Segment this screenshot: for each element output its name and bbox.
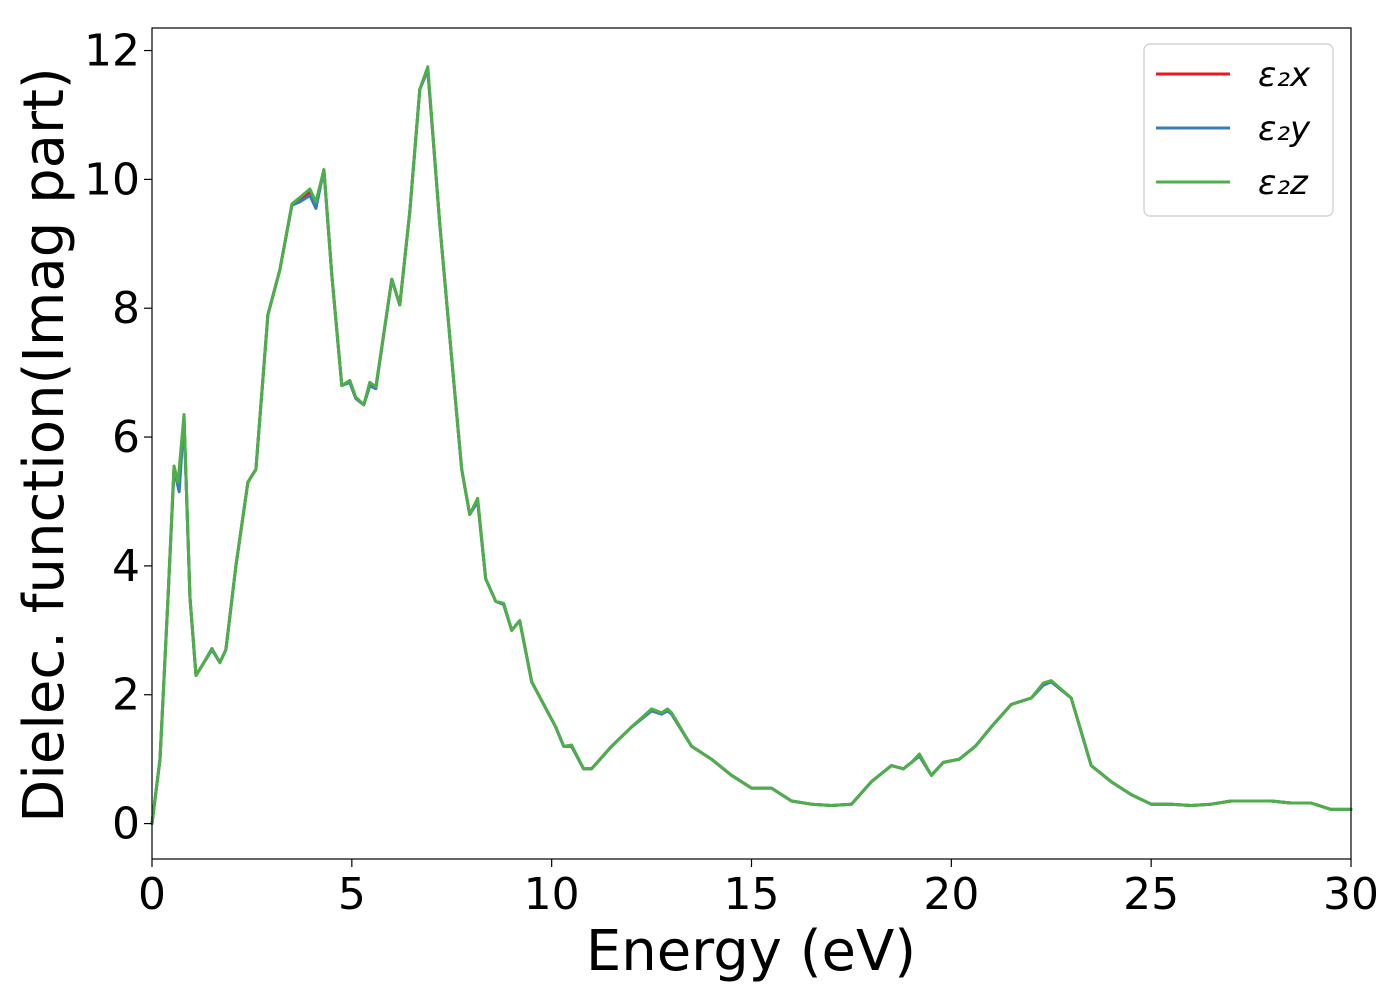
legend-box [1143,43,1334,217]
x-tick-label: 5 [338,869,366,920]
y-tick-label: 10 [84,154,140,205]
series-lines [150,65,1353,826]
ticks: 0 5 10 15 20 25 30 0 2 4 6 8 10 12 [84,26,1379,920]
x-tick-label: 0 [138,869,166,920]
x-tick-label: 30 [1323,869,1379,920]
series-line-3 [150,65,1353,826]
legend: ε₂x ε₂y ε₂z [1143,43,1334,217]
y-tick-label: 6 [112,412,140,463]
legend-label-1: ε₂x [1258,55,1311,95]
x-tick-label: 15 [724,869,780,920]
x-axis-label: Energy (eV) [586,919,916,984]
y-axis-label: Dielec. function(Imag part) [12,67,77,823]
x-tick-label: 25 [1123,869,1179,920]
y-tick-label: 2 [112,670,140,721]
x-tick-label: 10 [524,869,580,920]
x-tick-label: 20 [923,869,979,920]
y-tick-label: 8 [112,283,140,334]
legend-label-2: ε₂y [1258,109,1311,149]
y-tick-label: 4 [112,541,140,592]
legend-label-3: ε₂z [1258,163,1309,203]
y-tick-label: 12 [84,26,140,77]
y-tick-label: 0 [112,799,140,850]
